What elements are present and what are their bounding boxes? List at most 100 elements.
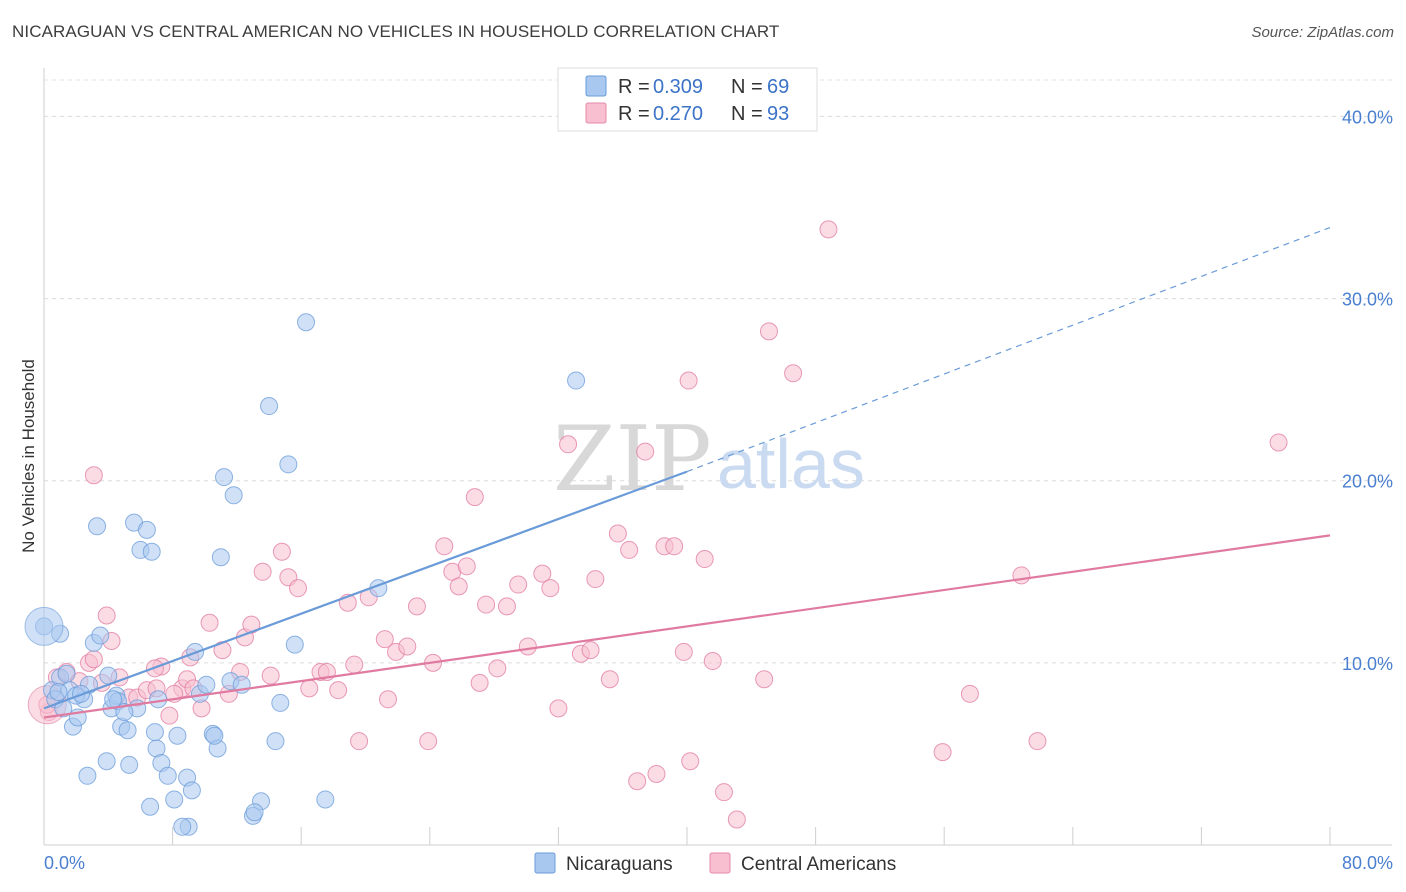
- data-point: [665, 537, 684, 556]
- data-point: [97, 606, 116, 625]
- legend-swatch-central-americans: [585, 102, 607, 124]
- legend-r-value: 0.270: [653, 103, 703, 125]
- data-point: [271, 693, 290, 712]
- data-point: [933, 743, 952, 762]
- data-point: [215, 468, 234, 487]
- data-point: [137, 520, 156, 539]
- data-point: [465, 488, 484, 507]
- data-point: [165, 790, 184, 809]
- data-point: [407, 597, 426, 616]
- data-point: [1012, 566, 1031, 585]
- data-point: [960, 684, 979, 703]
- data-point: [620, 540, 639, 559]
- legend-n-label: N =: [731, 76, 763, 98]
- legend: R = 0.309 N = 69 R = 0.270 N = 93: [557, 67, 818, 132]
- data-point: [375, 630, 394, 649]
- trend-lines: [43, 226, 1331, 719]
- data-point: [477, 595, 496, 614]
- data-point: [261, 666, 280, 685]
- data-point: [350, 732, 369, 751]
- data-point: [457, 557, 476, 576]
- bottom-legend-nicaraguans: Nicaraguans: [566, 854, 673, 875]
- trend-line: [43, 534, 1331, 719]
- data-point: [285, 635, 304, 654]
- watermark: ZIP atlas: [553, 407, 865, 512]
- data-point: [253, 562, 272, 581]
- data-point: [695, 550, 714, 569]
- data-point: [581, 641, 600, 660]
- trend-line-extension: [686, 226, 1331, 473]
- data-point: [679, 371, 698, 390]
- data-point: [142, 542, 161, 561]
- y-axis-title: No Vehicles in Household: [19, 359, 38, 553]
- data-point: [84, 650, 103, 669]
- y-tick-label: 20.0%: [1342, 472, 1393, 492]
- legend-n-value: 93: [767, 103, 789, 125]
- data-point: [819, 220, 838, 239]
- data-point: [533, 564, 552, 583]
- data-point: [91, 626, 110, 645]
- trend-line: [43, 470, 688, 710]
- data-point: [197, 675, 216, 694]
- y-tick-label: 40.0%: [1342, 107, 1393, 127]
- data-point: [300, 679, 319, 698]
- data-point: [549, 699, 568, 718]
- data-point: [160, 706, 179, 725]
- data-point: [224, 486, 243, 505]
- data-point: [168, 726, 187, 745]
- tick-labels: 10.0% 20.0% 30.0% 40.0% 0.0% 80.0%: [44, 107, 1393, 873]
- data-point: [379, 690, 398, 709]
- data-point: [559, 435, 578, 454]
- data-point: [470, 673, 489, 692]
- data-point: [297, 313, 316, 332]
- data-point: [608, 524, 627, 543]
- data-point: [541, 579, 560, 598]
- data-point: [755, 670, 774, 689]
- data-point: [120, 755, 139, 774]
- data-point: [78, 766, 97, 785]
- grid-lines: [44, 79, 1392, 664]
- data-points: [24, 220, 1288, 836]
- x-tick-label: 0.0%: [44, 853, 85, 873]
- data-point: [647, 764, 666, 783]
- data-point: [84, 466, 103, 485]
- data-point: [435, 537, 454, 556]
- data-point: [272, 542, 291, 561]
- data-point: [329, 681, 348, 700]
- data-point: [145, 723, 164, 742]
- data-point: [703, 652, 722, 671]
- x-tick-label: 80.0%: [1342, 853, 1393, 873]
- y-tick-label: 10.0%: [1342, 654, 1393, 674]
- data-point: [54, 699, 73, 718]
- data-point: [104, 690, 123, 709]
- legend-r-label: R =: [618, 76, 650, 98]
- data-point: [149, 690, 168, 709]
- data-point: [727, 810, 746, 829]
- data-point: [1269, 433, 1288, 452]
- data-point: [182, 781, 201, 800]
- legend-swatch-nicaraguans: [585, 75, 607, 97]
- y-tick-label: 30.0%: [1342, 290, 1393, 310]
- data-point: [345, 655, 364, 674]
- data-point: [509, 575, 528, 594]
- data-point: [158, 766, 177, 785]
- data-point: [600, 670, 619, 689]
- legend-n-label: N =: [731, 103, 763, 125]
- data-point: [266, 732, 285, 751]
- data-point: [211, 548, 230, 567]
- data-point: [118, 721, 137, 740]
- data-point: [488, 659, 507, 678]
- data-point: [398, 637, 417, 656]
- data-point: [1028, 732, 1047, 751]
- chart-title: NICARAGUAN VS CENTRAL AMERICAN NO VEHICL…: [12, 22, 780, 41]
- data-point: [279, 455, 298, 474]
- data-point: [567, 371, 586, 390]
- data-point: [141, 797, 160, 816]
- data-point: [714, 783, 733, 802]
- data-point: [759, 322, 778, 341]
- data-point: [88, 517, 107, 536]
- data-point: [49, 683, 68, 701]
- data-point: [497, 597, 516, 616]
- data-point: [674, 642, 693, 661]
- data-point: [97, 752, 116, 771]
